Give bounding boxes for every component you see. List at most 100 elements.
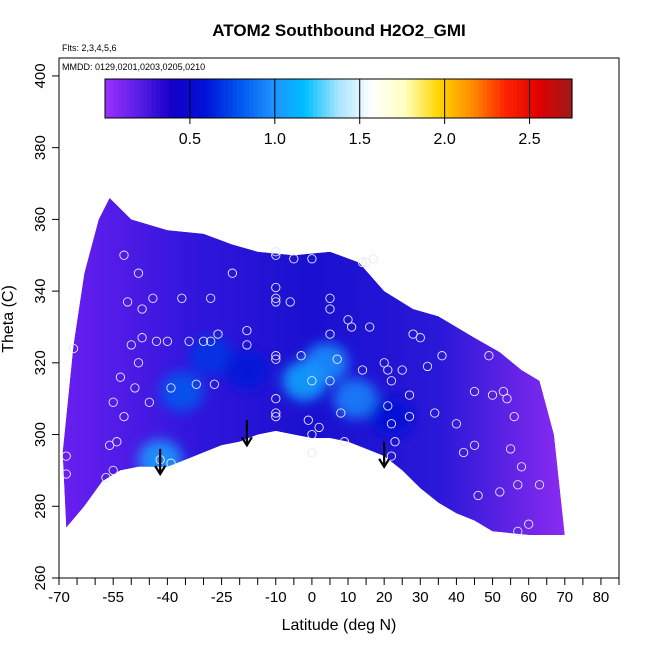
hotspot xyxy=(369,396,414,437)
sample-point xyxy=(133,268,144,278)
colorbar-cell xyxy=(317,79,323,118)
colorbar-cell xyxy=(559,79,565,118)
colorbar-cell xyxy=(499,79,505,118)
sample-point xyxy=(404,411,415,422)
colorbar-cell xyxy=(521,79,526,118)
colorbar-cell xyxy=(330,79,335,118)
y-tick-label: 260 xyxy=(32,565,49,590)
sample-point xyxy=(437,351,447,361)
colorbar-cell xyxy=(355,79,361,118)
y-axis-label: Theta (C) xyxy=(0,285,17,353)
colorbar-cell xyxy=(109,79,115,118)
colorbar-cell xyxy=(440,79,446,118)
colorbar-tick-label: 0.5 xyxy=(179,131,201,148)
y-tick-label: 340 xyxy=(32,279,49,304)
sample-point xyxy=(336,408,346,418)
colorbar-cell xyxy=(257,79,263,118)
sample-point xyxy=(213,329,223,339)
sample-point xyxy=(314,422,324,433)
sample-point xyxy=(505,444,516,454)
x-tick-label: 10 xyxy=(340,589,357,606)
colorbar-cell xyxy=(419,79,425,118)
colorbar-cell xyxy=(495,79,501,118)
hotspot xyxy=(188,335,233,376)
sample-point xyxy=(332,354,342,364)
colorbar-cell xyxy=(533,79,539,118)
sample-point xyxy=(357,257,368,268)
colorbar-frame xyxy=(104,78,573,119)
sample-point xyxy=(271,250,281,260)
colorbar-cell xyxy=(291,79,297,118)
colorbar-cell xyxy=(427,79,433,118)
colorbar-cell xyxy=(465,79,471,118)
colorbar-cell xyxy=(138,79,144,118)
field-layer xyxy=(61,197,565,537)
sample-point xyxy=(151,336,162,346)
sample-point xyxy=(108,397,118,407)
colorbar-cell xyxy=(147,79,153,118)
dates-note: MMDD: 0129,0201,0203,0205,0210 xyxy=(62,62,205,72)
colorbar-cell xyxy=(240,79,246,118)
colorbar-cell xyxy=(389,79,395,118)
colorbar-cell xyxy=(504,79,509,118)
sample-point xyxy=(361,257,371,268)
sample-point xyxy=(473,490,483,501)
sample-point xyxy=(61,451,71,461)
colorbar-cell xyxy=(546,79,552,118)
colorbar-cell xyxy=(342,79,348,118)
colorbar-cell xyxy=(232,79,238,118)
y-tick-label: 360 xyxy=(32,207,49,232)
colorbar-cell xyxy=(126,79,132,118)
sample-point xyxy=(285,297,295,307)
sample-point xyxy=(469,386,480,397)
sample-point xyxy=(458,447,469,458)
colorbar-cell xyxy=(474,79,480,118)
colorbar-cell xyxy=(321,79,327,118)
colorbar-cell xyxy=(185,79,191,118)
sample-point xyxy=(206,293,216,303)
sample-point xyxy=(271,394,281,404)
colorbar-cell xyxy=(325,79,331,118)
colorbar-cell xyxy=(189,79,195,118)
colorbar-cell xyxy=(274,79,280,118)
sample-point xyxy=(379,358,389,368)
y-tick-label: 400 xyxy=(32,63,49,88)
sample-point xyxy=(144,397,154,407)
colorbar-cell xyxy=(457,79,463,118)
colorbar-cell xyxy=(402,79,408,118)
colorbar-cell xyxy=(313,79,318,118)
colorbar-cell xyxy=(508,79,514,118)
sample-point xyxy=(397,365,407,375)
sample-point xyxy=(390,437,400,447)
colorbar-cell xyxy=(555,79,560,118)
sample-point xyxy=(487,390,498,400)
colorbar-cell xyxy=(444,79,450,118)
sample-point xyxy=(112,437,122,447)
colorbar-cell xyxy=(245,79,250,118)
colorbar-cell xyxy=(181,79,187,118)
sample-point xyxy=(325,329,335,339)
colorbar-cell xyxy=(219,79,225,118)
colorbar-cell xyxy=(262,79,267,118)
colorbar-cell xyxy=(385,79,391,118)
sample-point xyxy=(346,322,357,332)
sample-point xyxy=(513,480,523,490)
x-tick-label: 30 xyxy=(412,589,429,606)
sample-point xyxy=(148,293,158,303)
colorbar-cell xyxy=(279,79,284,118)
sample-point xyxy=(133,358,144,368)
x-tick-label: 70 xyxy=(556,589,573,606)
sample-point xyxy=(513,526,523,537)
sample-point xyxy=(177,293,187,303)
colorbar-cell xyxy=(283,79,289,118)
colorbar-tick-label: 2.5 xyxy=(518,131,540,148)
sample-point xyxy=(509,411,519,422)
colorbar-cell xyxy=(270,79,276,118)
y-tick-label: 320 xyxy=(32,350,49,375)
colorbar-cell xyxy=(300,79,306,118)
sample-point xyxy=(422,361,433,372)
sample-point xyxy=(365,322,375,332)
colorbar-cell xyxy=(215,79,221,118)
colorbar-cell xyxy=(410,79,416,118)
colorbar-cell xyxy=(380,79,386,118)
